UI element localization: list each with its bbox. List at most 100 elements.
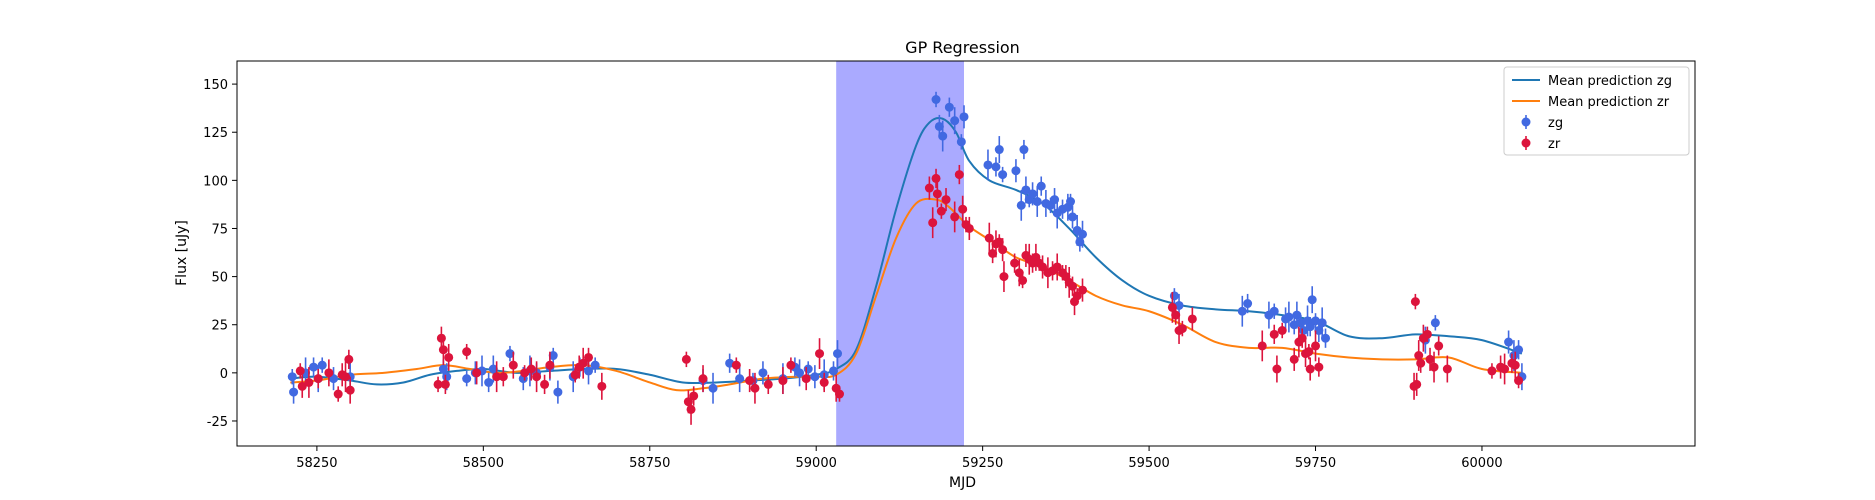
data-point: [584, 352, 594, 362]
x-tick-label: 58250: [296, 456, 337, 471]
data-point: [1068, 281, 1078, 291]
data-point: [829, 366, 839, 376]
data-point: [1514, 376, 1524, 386]
data-point: [934, 121, 944, 131]
y-tick-label: 25: [211, 319, 228, 334]
data-point: [950, 212, 960, 222]
data-point: [944, 102, 954, 112]
data-point: [578, 358, 588, 368]
data-point: [1416, 358, 1426, 368]
data-point: [289, 387, 299, 397]
y-tick-label: -25: [207, 415, 228, 430]
data-point: [984, 233, 994, 243]
data-point: [1304, 347, 1314, 357]
data-point: [1434, 341, 1444, 351]
data-point: [991, 162, 1001, 172]
data-point: [1504, 337, 1514, 347]
data-point: [324, 368, 334, 378]
y-tick-label: 150: [203, 78, 228, 93]
data-point: [931, 95, 941, 104]
data-point: [1021, 185, 1031, 195]
data-point: [520, 368, 530, 378]
data-point: [1314, 326, 1324, 335]
data-point: [999, 272, 1009, 282]
data-point: [1171, 310, 1181, 320]
data-point: [313, 374, 323, 384]
data-point: [924, 183, 934, 193]
x-tick-label: 58750: [629, 456, 670, 471]
data-point: [1011, 166, 1021, 176]
data-point: [998, 170, 1008, 180]
data-point: [1425, 354, 1435, 364]
x-tick-label: 59250: [962, 456, 1003, 471]
data-point: [540, 379, 550, 389]
data-point: [1010, 258, 1020, 268]
data-point: [1272, 364, 1282, 374]
y-tick-label: 0: [220, 367, 228, 382]
data-point: [295, 366, 305, 376]
data-point: [786, 360, 796, 370]
data-point: [532, 372, 542, 382]
data-point: [440, 379, 450, 389]
data-point: [438, 364, 448, 374]
data-point: [1299, 326, 1309, 335]
data-point: [345, 385, 355, 395]
legend-label: zg: [1548, 116, 1563, 131]
data-point: [998, 245, 1008, 255]
data-point: [1028, 189, 1038, 199]
data-point: [462, 374, 472, 384]
data-point: [1487, 366, 1497, 376]
data-point: [1257, 341, 1267, 351]
data-point: [1414, 351, 1424, 361]
data-point: [1429, 362, 1439, 372]
data-point: [304, 377, 314, 387]
data-point: [526, 364, 536, 374]
data-point: [462, 347, 472, 357]
data-point: [833, 349, 843, 359]
data-point: [994, 237, 1004, 247]
data-point: [1305, 364, 1315, 374]
legend-label: zr: [1548, 137, 1561, 152]
data-point: [1314, 362, 1324, 372]
data-point: [1289, 354, 1299, 364]
data-point: [597, 381, 607, 391]
data-point: [983, 160, 993, 170]
data-point: [1317, 318, 1327, 328]
data-point: [1072, 291, 1082, 301]
x-tick-label: 59000: [796, 456, 837, 471]
y-tick-label: 50: [211, 271, 228, 286]
data-point: [810, 372, 820, 382]
data-point: [938, 131, 948, 141]
data-point: [341, 372, 351, 382]
data-point: [508, 360, 518, 370]
data-point: [958, 204, 968, 214]
data-point: [287, 372, 297, 382]
data-point: [1430, 318, 1440, 328]
data-point: [1510, 360, 1520, 370]
data-point: [548, 351, 558, 361]
data-point: [941, 195, 951, 205]
data-point: [1410, 297, 1420, 307]
data-point: [442, 372, 452, 382]
data-point: [1243, 299, 1253, 309]
x-tick-label: 59750: [1295, 456, 1336, 471]
data-point: [1237, 306, 1247, 316]
data-point: [1038, 262, 1048, 272]
data-point: [819, 377, 829, 387]
data-point: [956, 137, 966, 147]
data-point: [932, 189, 942, 199]
data-point: [681, 354, 691, 364]
data-point: [1284, 312, 1294, 322]
data-point: [590, 360, 600, 370]
data-point: [484, 377, 494, 387]
legend-label: Mean prediction zg: [1548, 74, 1672, 89]
data-point: [1307, 295, 1317, 305]
data-point: [1412, 379, 1422, 389]
plot-contents: [287, 61, 1527, 446]
data-point: [1177, 324, 1187, 334]
axes-frame: [236, 60, 1696, 447]
series-zg: [287, 91, 1527, 404]
data-point: [1167, 302, 1177, 312]
x-tick-label: 58500: [463, 456, 504, 471]
data-point: [1187, 314, 1197, 324]
